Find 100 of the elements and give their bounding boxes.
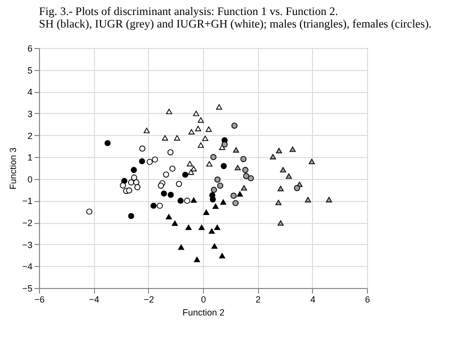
point bbox=[188, 129, 195, 134]
point bbox=[190, 197, 197, 203]
point bbox=[210, 154, 216, 160]
y-tick-label: 4 bbox=[27, 87, 32, 98]
point bbox=[248, 175, 254, 182]
x-tick-label: −6 bbox=[34, 294, 45, 304]
point bbox=[162, 135, 168, 141]
y-tick-label: 0 bbox=[27, 174, 32, 184]
point bbox=[202, 136, 208, 142]
point bbox=[276, 148, 282, 154]
point bbox=[203, 210, 210, 215]
point bbox=[194, 256, 200, 262]
point bbox=[184, 198, 190, 204]
y-tick-label: 1 bbox=[27, 152, 32, 163]
point bbox=[128, 179, 134, 186]
y-tick-label: 3 bbox=[27, 108, 32, 119]
point bbox=[234, 164, 241, 170]
point bbox=[208, 228, 215, 234]
point bbox=[130, 166, 137, 174]
point bbox=[198, 117, 204, 123]
point bbox=[206, 161, 212, 167]
point bbox=[166, 108, 172, 114]
chart-title: Fig. 3.- Plots of discriminant analysis: Function 1 vs. Function 2. bbox=[39, 6, 338, 18]
y-tick-label: −3 bbox=[22, 240, 32, 250]
point bbox=[210, 186, 217, 193]
point bbox=[232, 200, 239, 206]
point bbox=[176, 180, 182, 187]
point bbox=[166, 214, 172, 220]
point bbox=[220, 162, 227, 170]
x-axis-title: Function 2 bbox=[182, 308, 225, 318]
point bbox=[167, 149, 174, 156]
point bbox=[120, 182, 126, 188]
point bbox=[128, 212, 134, 220]
point bbox=[188, 169, 194, 175]
point bbox=[211, 243, 218, 249]
x-tick-label: −2 bbox=[144, 294, 154, 304]
point bbox=[131, 174, 138, 181]
point bbox=[178, 244, 184, 250]
point bbox=[146, 158, 153, 165]
point bbox=[168, 192, 174, 198]
y-tick-label: −1 bbox=[22, 196, 32, 206]
point bbox=[270, 154, 276, 160]
point bbox=[216, 104, 222, 110]
point bbox=[172, 220, 178, 226]
point bbox=[158, 182, 164, 189]
point bbox=[156, 202, 163, 209]
point bbox=[278, 186, 284, 192]
point bbox=[169, 166, 176, 172]
y-axis-title: Function 3 bbox=[8, 147, 18, 190]
point bbox=[242, 166, 248, 174]
point bbox=[186, 160, 193, 166]
point bbox=[212, 203, 219, 209]
point bbox=[190, 166, 197, 172]
point bbox=[195, 126, 202, 132]
point bbox=[174, 135, 180, 141]
point bbox=[286, 173, 292, 179]
x-tick-label: 6 bbox=[364, 294, 370, 304]
point bbox=[220, 199, 226, 205]
point bbox=[219, 144, 226, 150]
point bbox=[152, 156, 158, 163]
y-tick-label: −2 bbox=[22, 218, 32, 228]
point bbox=[326, 196, 332, 202]
y-tick-label: −5 bbox=[22, 284, 32, 294]
point bbox=[86, 208, 92, 215]
x-tick-label: 4 bbox=[310, 294, 316, 304]
point bbox=[104, 140, 111, 146]
y-tick-label: 6 bbox=[27, 44, 32, 54]
point bbox=[182, 172, 188, 178]
point bbox=[217, 182, 224, 189]
point bbox=[139, 158, 146, 164]
point bbox=[278, 220, 284, 226]
point bbox=[150, 202, 157, 209]
point bbox=[198, 142, 204, 148]
point bbox=[134, 184, 140, 190]
point bbox=[214, 224, 220, 230]
x-tick-label: −4 bbox=[89, 294, 100, 304]
point bbox=[230, 192, 237, 199]
chart-subtitle: SH (black), IUGR (grey) and IUGR+GH (white); males (triangles), females (circles). bbox=[39, 18, 432, 30]
point bbox=[185, 224, 192, 230]
point bbox=[290, 146, 296, 152]
point bbox=[304, 196, 312, 202]
point bbox=[163, 172, 170, 178]
point bbox=[233, 147, 240, 153]
point bbox=[240, 156, 246, 162]
point bbox=[219, 253, 226, 258]
point bbox=[231, 122, 238, 129]
point bbox=[236, 191, 243, 197]
point bbox=[139, 146, 146, 152]
point bbox=[198, 224, 205, 230]
point bbox=[126, 187, 132, 194]
point bbox=[280, 167, 286, 172]
x-tick-label: 0 bbox=[200, 294, 206, 304]
x-tick-label: 2 bbox=[256, 294, 261, 304]
y-tick-label: −4 bbox=[22, 262, 32, 272]
point bbox=[193, 110, 200, 116]
point bbox=[240, 185, 248, 191]
point bbox=[275, 200, 282, 206]
y-tick-label: 2 bbox=[27, 130, 32, 141]
point bbox=[178, 198, 184, 204]
point bbox=[144, 128, 150, 134]
